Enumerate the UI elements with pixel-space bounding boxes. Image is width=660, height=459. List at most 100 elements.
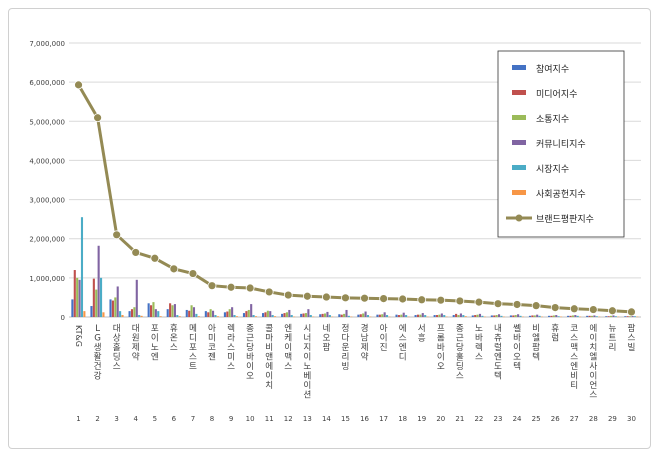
bar	[624, 316, 627, 317]
bar	[114, 297, 117, 317]
bar	[159, 316, 162, 317]
line-point	[188, 269, 198, 278]
bar	[481, 315, 484, 317]
bar	[214, 315, 217, 317]
rank-label: 7	[191, 415, 195, 423]
bar	[326, 311, 329, 317]
bar	[266, 310, 269, 317]
legend-label: 시장지수	[536, 164, 569, 175]
line-point	[207, 281, 217, 291]
bar	[605, 316, 608, 317]
bar	[171, 305, 174, 317]
rank-label: 4	[133, 415, 138, 423]
bar	[328, 315, 331, 317]
legend-swatch-marker	[515, 214, 523, 222]
legend-label: 커뮤니티지수	[536, 139, 586, 150]
bar	[324, 313, 327, 317]
bar	[414, 315, 417, 317]
bar	[455, 313, 458, 317]
bar	[274, 316, 277, 317]
bar	[433, 315, 436, 317]
legend-swatch	[512, 140, 526, 145]
line-point	[150, 253, 160, 263]
bar	[347, 315, 350, 317]
bar	[340, 314, 343, 317]
bar	[405, 315, 408, 317]
bar	[350, 316, 353, 318]
bar	[552, 315, 555, 317]
bar	[528, 315, 532, 317]
bar	[633, 316, 636, 317]
rank-label: 3	[114, 415, 118, 423]
rank-label: 25	[532, 415, 541, 423]
bar	[166, 309, 169, 317]
bar	[197, 316, 200, 317]
rank-label: 15	[341, 415, 350, 423]
line-point	[302, 291, 312, 301]
bar	[571, 315, 574, 317]
bar	[293, 316, 296, 318]
rank-label: 19	[417, 415, 426, 423]
line-point	[321, 292, 331, 302]
bar	[178, 316, 181, 317]
line-point	[627, 307, 636, 317]
bar	[381, 314, 384, 317]
rank-label: 1	[76, 415, 80, 423]
bar	[593, 315, 596, 317]
line-point	[398, 294, 408, 304]
bar	[331, 316, 334, 318]
bar	[509, 315, 512, 317]
bar	[438, 314, 441, 317]
bar	[231, 307, 234, 317]
bar	[557, 316, 560, 317]
bar	[421, 313, 424, 317]
rank-label: 22	[474, 415, 483, 423]
bar	[452, 315, 455, 317]
bar	[407, 316, 410, 318]
bar	[502, 316, 505, 318]
bar	[80, 217, 84, 317]
bar	[319, 314, 322, 317]
bar	[574, 315, 577, 317]
bar	[245, 311, 248, 317]
bar	[290, 315, 293, 317]
bar	[288, 309, 291, 317]
legend-swatch	[512, 190, 526, 195]
bar	[521, 316, 524, 318]
bar	[242, 313, 246, 317]
bar	[610, 315, 613, 317]
bar	[343, 313, 346, 317]
rank-label: 26	[551, 415, 560, 423]
bar	[321, 313, 324, 317]
bar	[71, 299, 74, 317]
rank-label: 28	[589, 415, 598, 423]
bar	[223, 312, 226, 317]
bar	[135, 279, 138, 317]
bar	[514, 315, 517, 317]
rank-label: 14	[322, 415, 331, 423]
line-point	[417, 295, 427, 305]
bar	[207, 312, 210, 317]
bar	[285, 312, 288, 317]
line-point	[436, 295, 446, 305]
line-point	[226, 282, 236, 292]
bar	[250, 304, 253, 317]
bar	[388, 316, 391, 318]
rank-label: 5	[153, 415, 157, 423]
bar	[300, 313, 303, 317]
y-tick-label: 1,000,000	[29, 275, 65, 283]
bar	[152, 302, 155, 317]
bar	[590, 315, 594, 317]
bar	[400, 314, 403, 317]
bar	[176, 315, 179, 317]
bar	[133, 307, 136, 317]
bar	[588, 315, 591, 317]
line-point	[493, 299, 503, 309]
